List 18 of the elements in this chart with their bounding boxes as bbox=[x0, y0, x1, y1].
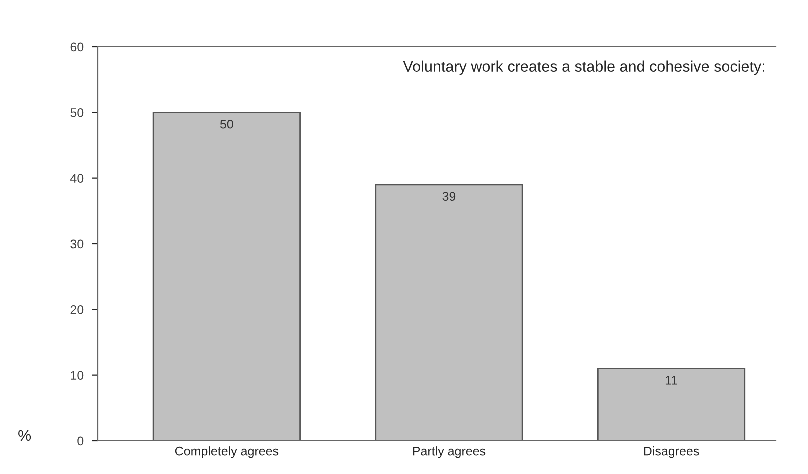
x-tick-label: Partly agrees bbox=[413, 446, 486, 458]
data-label: 39 bbox=[442, 192, 456, 202]
x-tick-label: Completely agrees bbox=[175, 446, 279, 458]
y-tick-label: 50 bbox=[70, 108, 84, 118]
y-tick-label: 10 bbox=[71, 371, 84, 380]
bar bbox=[597, 368, 746, 441]
y-tick-label: 20 bbox=[70, 305, 84, 314]
x-tick-label: Disagrees bbox=[644, 446, 700, 458]
data-label: 11 bbox=[666, 376, 678, 385]
bar bbox=[152, 112, 301, 441]
bar bbox=[375, 184, 524, 441]
y-tick-label: 40 bbox=[70, 174, 84, 183]
text: Voluntary work creates a stable and cohesive society: bbox=[403, 60, 764, 76]
y-tick-label: 0 bbox=[78, 436, 84, 446]
y-tick-label: 30 bbox=[70, 240, 84, 249]
y-axis-title: % bbox=[18, 430, 32, 442]
y-tick-label: 60 bbox=[70, 42, 84, 52]
data-label: 50 bbox=[220, 120, 234, 129]
